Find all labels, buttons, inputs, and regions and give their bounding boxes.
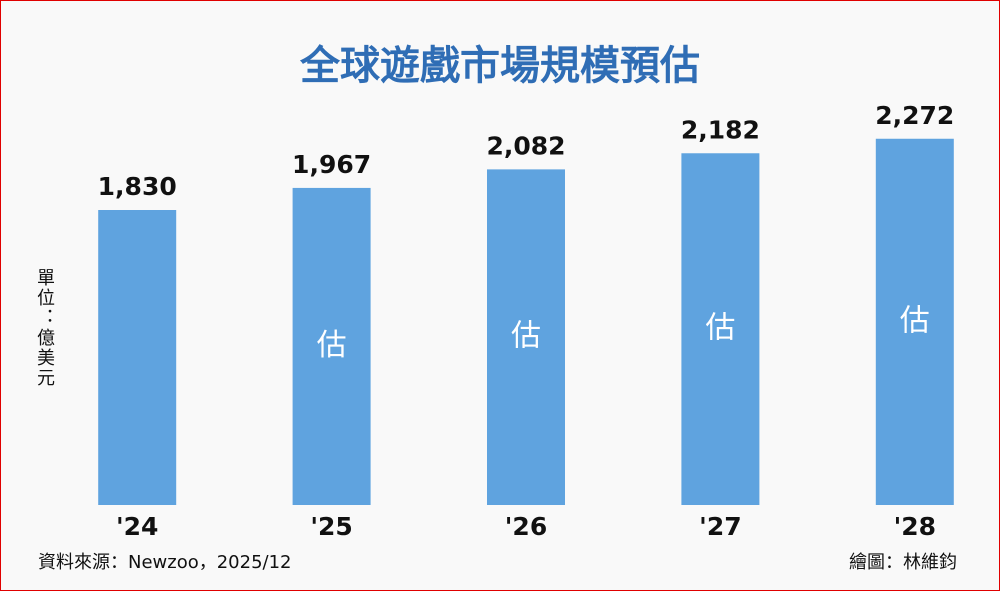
value-label: 2,272 (875, 101, 954, 130)
bar-annotation: 估 (317, 328, 347, 363)
x-tick-label: '28 (894, 512, 936, 541)
x-tick-label: '25 (310, 512, 352, 541)
source: 資料來源：Newzoo，2025/12 (38, 552, 292, 573)
bar-annotation: 估 (705, 311, 735, 346)
bar-annotation: 估 (511, 319, 541, 354)
x-tick-label: '27 (699, 512, 741, 541)
value-label: 2,182 (681, 115, 760, 144)
bar (487, 169, 565, 506)
x-tick-label: '26 (505, 512, 547, 541)
value-label: 2,082 (486, 131, 565, 160)
credit: 繪圖：林維鈞 (849, 552, 957, 573)
chart-title: 全球遊戲市場規模預估 (299, 43, 700, 89)
x-tick-label: '24 (116, 512, 158, 541)
bar (681, 153, 760, 505)
value-label: 1,967 (292, 150, 371, 179)
bar (292, 187, 371, 505)
bar (98, 210, 177, 505)
bar-annotation: 估 (900, 303, 930, 338)
bar (875, 138, 954, 505)
unit-label: 單位：億美元 (34, 268, 55, 388)
value-label: 1,830 (98, 172, 177, 201)
